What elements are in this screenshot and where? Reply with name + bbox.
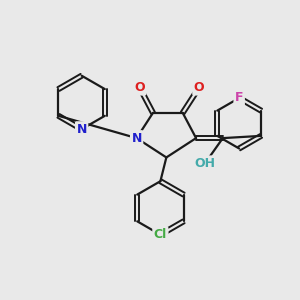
Text: N: N [131, 132, 142, 145]
Text: Cl: Cl [154, 228, 167, 241]
Text: O: O [194, 81, 204, 94]
Text: F: F [235, 92, 243, 104]
Text: N: N [76, 123, 87, 136]
Text: O: O [134, 81, 145, 94]
Text: OH: OH [194, 157, 215, 170]
